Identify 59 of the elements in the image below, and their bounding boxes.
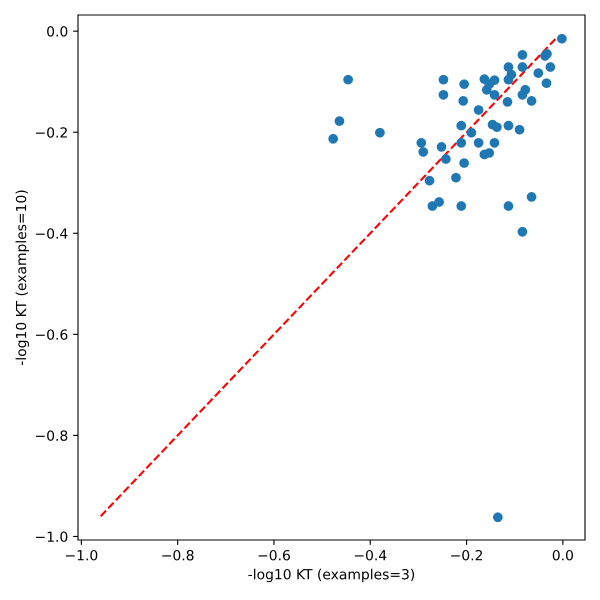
point xyxy=(490,90,500,100)
y-axis-title: -log10 KT (examples=10) xyxy=(16,190,29,366)
point xyxy=(545,62,556,72)
point xyxy=(474,138,484,148)
point xyxy=(458,96,468,106)
x-tick-label: 0.0 xyxy=(552,550,573,560)
point xyxy=(490,138,500,148)
point xyxy=(438,74,448,85)
point xyxy=(438,90,448,100)
point xyxy=(502,97,512,107)
point xyxy=(482,84,492,95)
point xyxy=(518,226,528,237)
point xyxy=(533,68,544,78)
y-tick-label: −0.4 xyxy=(36,228,68,239)
point xyxy=(557,34,567,44)
point xyxy=(504,201,514,211)
point xyxy=(424,176,434,186)
x-tick-label: −0.2 xyxy=(451,550,482,560)
point xyxy=(474,105,484,115)
x-tick-label: −0.6 xyxy=(258,550,290,560)
point xyxy=(436,142,446,152)
point xyxy=(504,74,514,85)
y-tick-label: 0.0 xyxy=(47,26,68,37)
point xyxy=(504,62,514,72)
point xyxy=(518,50,528,60)
point xyxy=(451,172,461,183)
point xyxy=(466,128,476,138)
point xyxy=(518,62,528,72)
x-tick-label: −1.0 xyxy=(66,550,98,560)
point xyxy=(328,134,338,144)
point xyxy=(440,154,451,164)
point xyxy=(484,148,494,158)
point xyxy=(526,192,536,202)
x-tick-label: −0.4 xyxy=(354,550,386,560)
point xyxy=(456,120,466,131)
point xyxy=(492,512,503,522)
point xyxy=(459,158,470,168)
point xyxy=(542,78,552,88)
point xyxy=(456,138,466,148)
point xyxy=(514,124,524,135)
y-tick-label: −0.6 xyxy=(36,329,68,340)
x-tick-label: −0.8 xyxy=(162,550,194,560)
point xyxy=(518,90,528,100)
y-tick-label: −0.8 xyxy=(36,430,68,441)
point xyxy=(428,201,438,211)
point xyxy=(504,120,514,131)
point xyxy=(459,79,470,90)
point xyxy=(434,197,444,207)
point xyxy=(416,138,426,148)
point xyxy=(456,201,466,211)
point xyxy=(375,128,385,138)
y-tick-label: −0.2 xyxy=(36,127,67,138)
point xyxy=(418,147,428,157)
point xyxy=(343,74,353,85)
point xyxy=(334,116,344,126)
y-tick-label: −1.0 xyxy=(36,531,68,542)
x-axis-title: -log10 KT (examples=3) xyxy=(248,568,414,582)
point xyxy=(492,122,502,132)
point xyxy=(526,96,536,106)
